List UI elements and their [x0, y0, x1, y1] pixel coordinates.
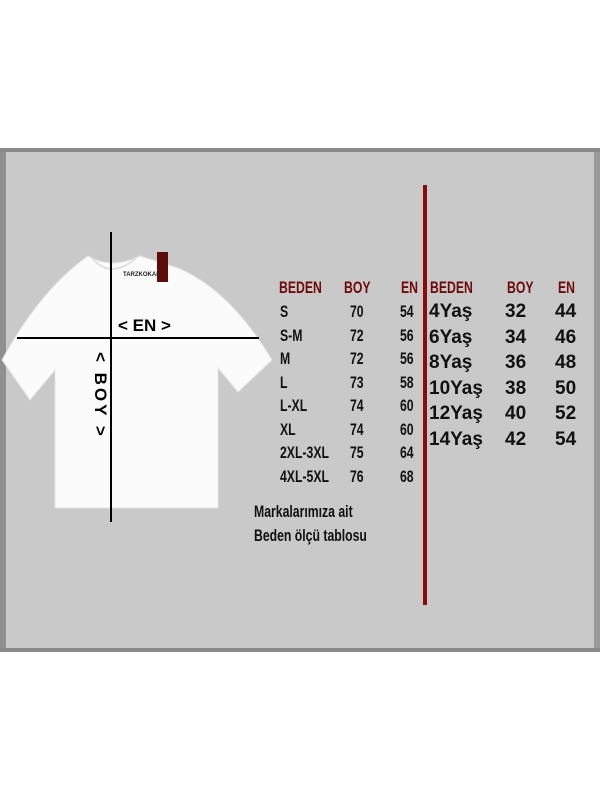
table-divider — [423, 185, 427, 605]
adult-size-cell: L-XL — [280, 396, 308, 415]
kids-en-cell: 52 — [555, 403, 577, 424]
adult-en-cell: 54 — [400, 302, 414, 321]
brand-label-tag — [157, 252, 168, 282]
kids-en-cell: 44 — [555, 301, 577, 322]
kids-size-cell: 10Yaş — [429, 377, 483, 399]
adult-header-boy: BOY — [344, 278, 371, 297]
adult-size-cell: 2XL-3XL — [280, 443, 329, 462]
brand-tag-text: TARZKOKAK — [123, 272, 161, 278]
adult-en-cell: 58 — [400, 372, 414, 392]
adult-en-cell: 60 — [400, 419, 414, 439]
kids-size-cell: 12Yaş — [429, 403, 483, 424]
adult-boy-cell: 76 — [350, 466, 364, 486]
adult-en-cell: 56 — [400, 325, 414, 345]
adult-header-en: EN — [401, 278, 419, 297]
adult-size-cell: L — [280, 372, 288, 392]
kids-boy-cell: 34 — [505, 326, 527, 348]
tshirt-image — [1, 252, 273, 509]
adult-boy-cell: 73 — [350, 372, 364, 392]
adult-header-beden: BEDEN — [279, 278, 322, 297]
adult-en-cell: 68 — [400, 466, 414, 486]
kids-boy-cell: 40 — [505, 403, 527, 424]
adult-en-cell: 56 — [400, 349, 414, 368]
en-label: < EN > — [118, 316, 171, 335]
kids-size-cell: 6Yaş — [429, 326, 473, 348]
adult-boy-cell: 72 — [350, 349, 364, 368]
note-line-1: Markalarımıza ait — [254, 502, 353, 521]
note-line-2: Beden ölçü tablosu — [254, 526, 367, 545]
kids-boy-cell: 42 — [505, 428, 527, 450]
kids-header-en: EN — [558, 278, 576, 297]
adult-size-cell: S — [280, 302, 289, 321]
kids-en-cell: 46 — [555, 326, 577, 348]
adult-boy-cell: 72 — [350, 325, 364, 345]
kids-en-cell: 48 — [555, 352, 577, 373]
boy-label: < BOY > — [91, 352, 110, 439]
kids-en-cell: 54 — [555, 428, 577, 450]
adult-size-cell: XL — [280, 419, 296, 439]
adult-size-cell: 4XL-5XL — [280, 466, 329, 486]
kids-boy-cell: 38 — [505, 377, 527, 399]
adult-size-cell: S-M — [280, 325, 303, 345]
adult-boy-cell: 70 — [350, 302, 364, 321]
kids-header-beden: BEDEN — [430, 278, 473, 297]
adult-boy-cell: 74 — [350, 419, 364, 439]
kids-size-cell: 14Yaş — [429, 428, 483, 450]
kids-en-cell: 50 — [555, 377, 577, 399]
adult-boy-cell: 74 — [350, 396, 364, 415]
adult-en-cell: 64 — [400, 443, 414, 462]
kids-boy-cell: 36 — [505, 352, 527, 373]
adult-size-cell: M — [280, 349, 291, 368]
boy-measure-line — [110, 232, 112, 522]
kids-size-cell: 4Yaş — [429, 301, 473, 322]
en-measure-line — [17, 337, 259, 339]
kids-boy-cell: 32 — [505, 301, 527, 322]
adult-en-cell: 60 — [400, 396, 414, 415]
kids-size-cell: 8Yaş — [429, 352, 473, 373]
kids-header-boy: BOY — [507, 278, 534, 297]
adult-boy-cell: 75 — [350, 443, 364, 462]
